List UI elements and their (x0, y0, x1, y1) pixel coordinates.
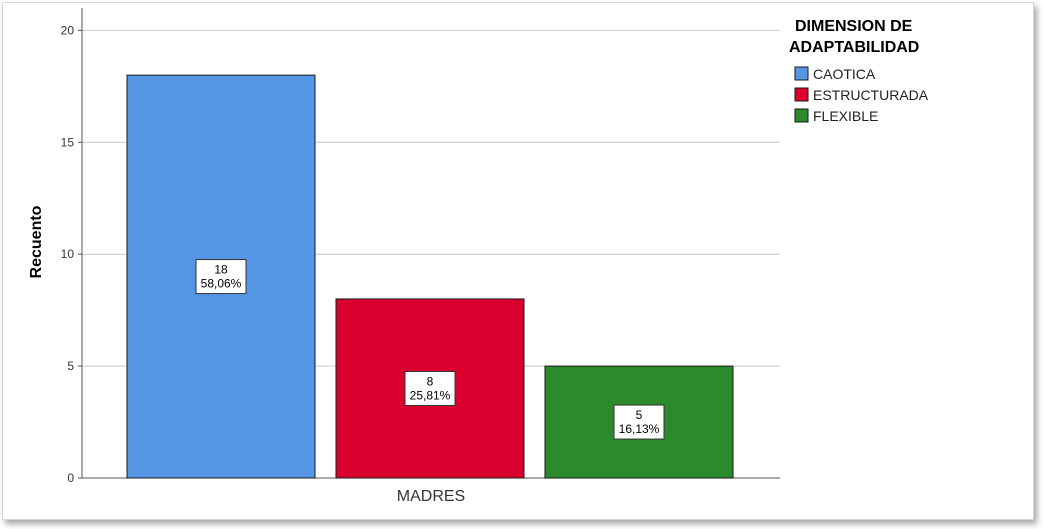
y-tick-label: 15 (61, 135, 75, 149)
legend-item-estructurada: ESTRUCTURADA (794, 87, 929, 103)
y-tick-label: 10 (61, 247, 75, 261)
data-label-count: 18 (214, 263, 228, 277)
legend-swatch (794, 87, 809, 102)
data-label-count: 5 (636, 408, 643, 422)
y-tick-label: 20 (61, 23, 75, 37)
legend-items: CAOTICA ESTRUCTURADA FLEXIBLE (794, 66, 929, 124)
legend-title-line-1: DIMENSION DE (795, 18, 913, 35)
y-axis-label: Recuento (28, 205, 45, 278)
legend: DIMENSION DE ADAPTABILIDAD CAOTICA ESTRUC… (789, 18, 929, 124)
data-label-estructurada: 825,81% (404, 370, 456, 406)
legend-label: FLEXIBLE (813, 108, 878, 124)
legend-item-flexible: FLEXIBLE (794, 108, 878, 124)
y-tick-label: 5 (67, 359, 74, 373)
legend-label: ESTRUCTURADA (813, 87, 929, 103)
x-category-label: MADRES (397, 488, 465, 505)
legend-item-caotica: CAOTICA (794, 66, 876, 82)
data-label-percent: 25,81% (410, 388, 451, 402)
legend-title-line-2: ADAPTABILIDAD (789, 39, 919, 56)
data-label-box (195, 259, 247, 295)
data-label-box (613, 404, 665, 440)
bars (126, 74, 734, 479)
legend-swatch (794, 66, 809, 81)
data-label-flexible: 516,13% (613, 404, 665, 440)
data-label-percent: 58,06% (201, 277, 242, 291)
legend-swatch (794, 108, 809, 123)
data-label-percent: 16,13% (619, 422, 660, 436)
data-label-count: 8 (427, 374, 434, 388)
legend-label: CAOTICA (813, 66, 876, 82)
data-label-box (404, 370, 456, 406)
y-tick-label: 0 (67, 471, 74, 485)
